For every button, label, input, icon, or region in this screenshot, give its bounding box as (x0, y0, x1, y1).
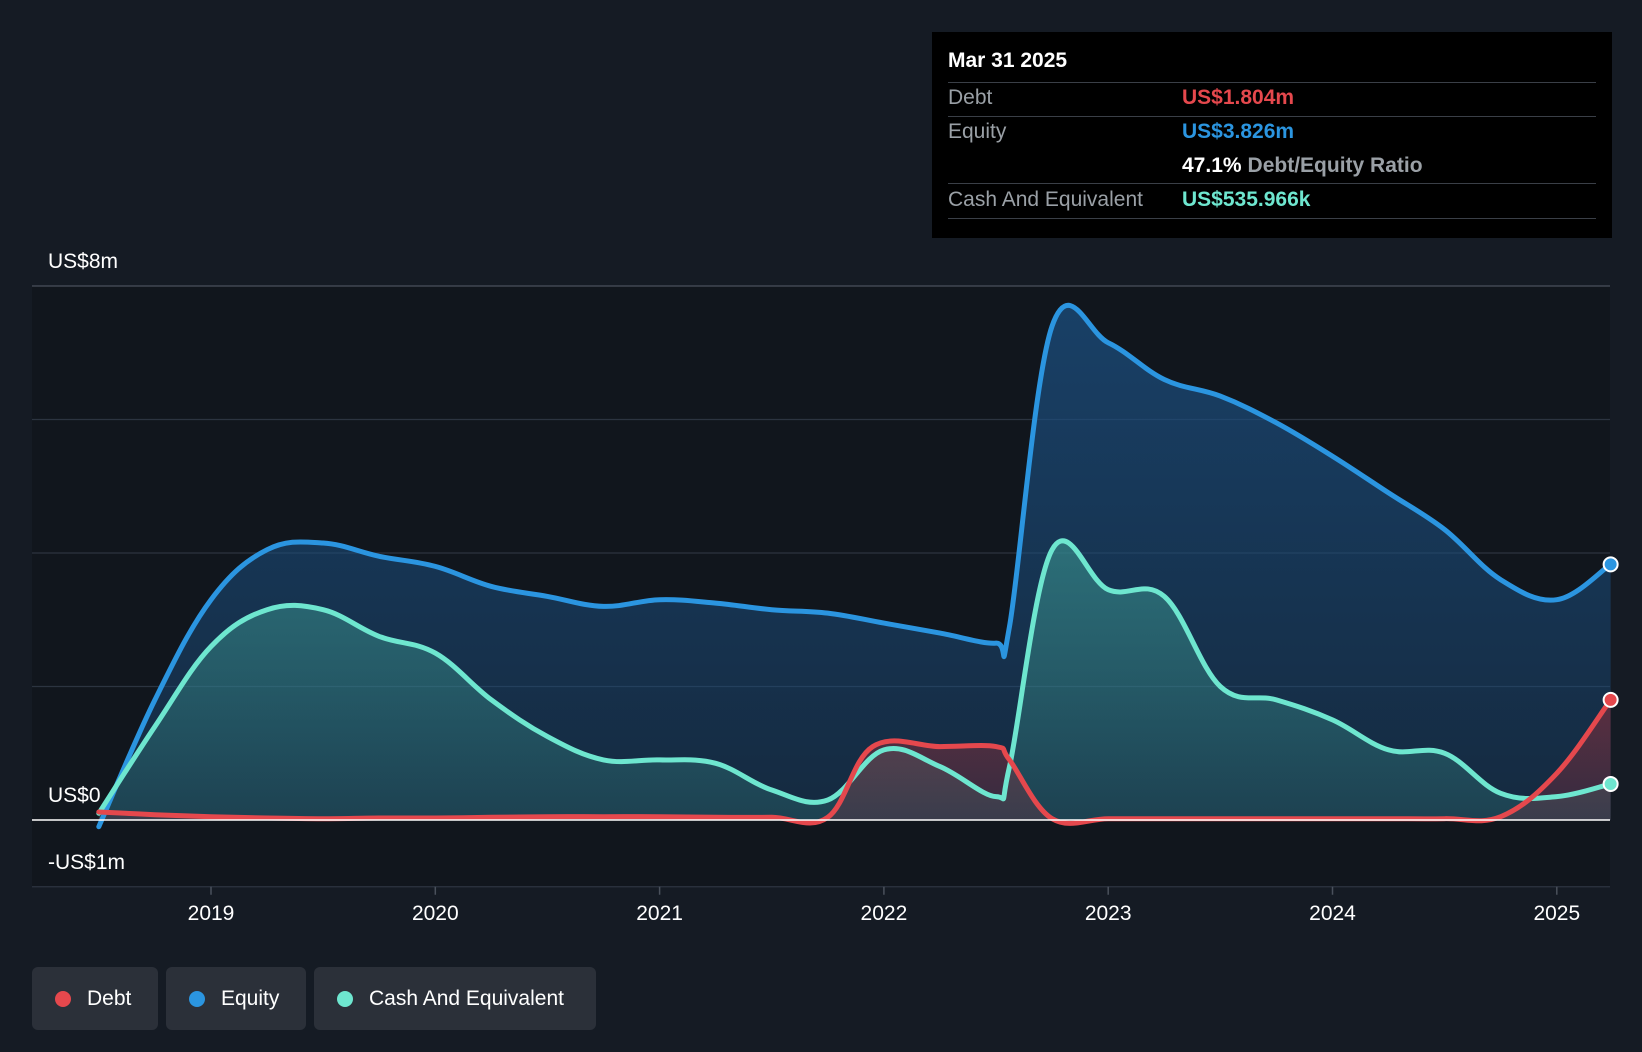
tooltip-ratio-label: Debt/Equity Ratio (1247, 154, 1423, 177)
equity-end-marker[interactable] (1602, 556, 1619, 573)
tooltip-divider (948, 82, 1596, 83)
legend-label-cash: Cash And Equivalent (369, 987, 564, 1010)
end-markers (1602, 556, 1619, 792)
tooltip-cash-label: Cash And Equivalent (948, 188, 1143, 211)
x-tick-label: 2022 (861, 902, 908, 925)
y-axis-top-label: US$8m (48, 250, 119, 273)
legend-item-equity[interactable]: Equity (166, 967, 306, 1030)
data-tooltip: Mar 31 2025 Debt US$1.804m Equity US$3.8… (932, 32, 1612, 238)
x-axis-ticks: 2019 2020 2021 2022 2023 2024 2025 (188, 886, 1580, 925)
tooltip-equity-label: Equity (948, 120, 1007, 143)
x-tick-label: 2020 (412, 902, 459, 925)
equity-line (96, 303, 1614, 830)
tooltip-cash-value: US$535.966k (1182, 188, 1311, 211)
tooltip-divider (948, 183, 1596, 184)
x-tick-label: 2025 (1533, 902, 1580, 925)
legend-item-cash[interactable]: Cash And Equivalent (314, 967, 596, 1030)
tooltip-debt-value: US$1.804m (1182, 86, 1295, 109)
tooltip-ratio-value: 47.1% (1182, 154, 1242, 177)
legend-dot-cash (337, 991, 353, 1007)
legend-dot-debt (55, 991, 71, 1007)
cash-end-marker[interactable] (1602, 775, 1619, 792)
legend-dot-equity (189, 991, 205, 1007)
y-axis-bottom-label: -US$1m (48, 851, 126, 874)
legend-item-debt[interactable]: Debt (32, 967, 158, 1030)
debt-line (96, 697, 1614, 826)
legend-label-debt: Debt (87, 987, 132, 1010)
series-lines (32, 303, 1614, 830)
debt-area (98, 699, 1611, 824)
x-tick-label: 2024 (1309, 902, 1356, 925)
tooltip-date: Mar 31 2025 (948, 49, 1068, 72)
tooltip-divider (948, 116, 1596, 117)
y-axis-zero-label: US$0 (48, 784, 101, 807)
debt-end-marker[interactable] (1602, 691, 1619, 708)
x-tick-label: 2019 (188, 902, 235, 925)
tooltip-divider (948, 218, 1596, 219)
tooltip-debt-label: Debt (948, 86, 993, 109)
tooltip-equity-value: US$3.826m (1182, 120, 1295, 143)
x-tick-label: 2021 (636, 902, 683, 925)
cash-area (98, 540, 1611, 820)
x-tick-label: 2023 (1085, 902, 1132, 925)
cash-line (96, 538, 1614, 816)
legend-label-equity: Equity (221, 987, 280, 1010)
